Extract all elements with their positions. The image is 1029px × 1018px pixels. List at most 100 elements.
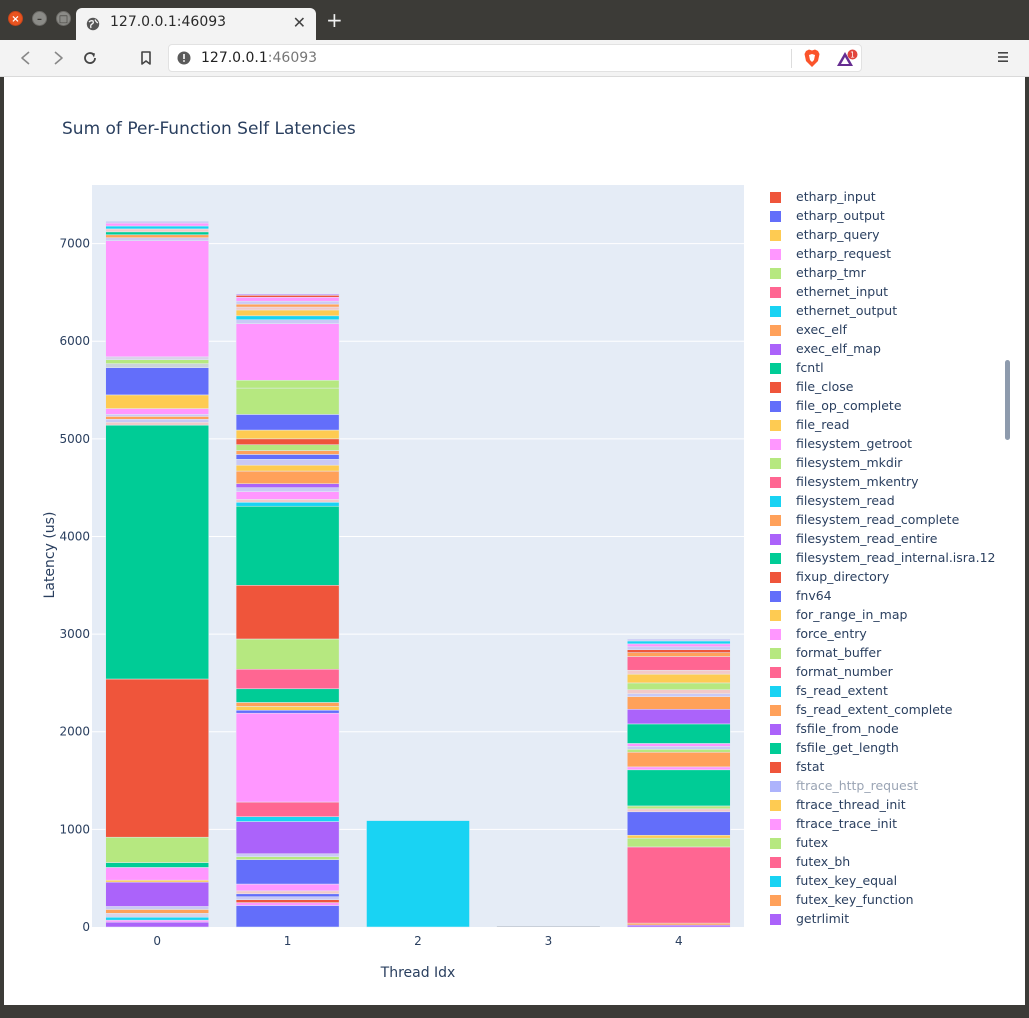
legend-item[interactable]: etharp_input xyxy=(768,188,1008,207)
bar-segment[interactable] xyxy=(627,924,731,928)
bar-segment[interactable] xyxy=(105,240,209,358)
bar-segment[interactable] xyxy=(235,702,340,707)
bar-segment[interactable] xyxy=(105,916,209,921)
bar-segment[interactable] xyxy=(235,380,340,389)
bar-segment[interactable] xyxy=(235,896,340,900)
bar-segment[interactable] xyxy=(627,638,731,642)
bar-segment[interactable] xyxy=(366,820,470,928)
bar-segment[interactable] xyxy=(627,696,731,710)
bar-segment[interactable] xyxy=(627,749,731,753)
bar-segment[interactable] xyxy=(105,231,209,236)
legend-item[interactable]: exec_elf_map xyxy=(768,340,1008,359)
legend-item[interactable]: file_close xyxy=(768,378,1008,397)
bar-segment[interactable] xyxy=(235,450,340,455)
bar-segment[interactable] xyxy=(105,408,209,415)
bar-segment[interactable] xyxy=(105,416,209,420)
window-minimize-button[interactable]: – xyxy=(32,11,47,26)
bar-segment[interactable] xyxy=(627,669,731,675)
bar-segment[interactable] xyxy=(235,890,340,895)
legend-item[interactable]: fsfile_from_node xyxy=(768,720,1008,739)
legend-item[interactable]: format_number xyxy=(768,663,1008,682)
bar-segment[interactable] xyxy=(105,921,209,928)
bar-segment[interactable] xyxy=(627,649,731,653)
bar-segment[interactable] xyxy=(235,821,340,855)
bar-segment[interactable] xyxy=(627,834,731,839)
bar-segment[interactable] xyxy=(235,502,340,507)
bar-segment[interactable] xyxy=(235,319,340,324)
bar-segment[interactable] xyxy=(627,723,731,744)
bar-segment[interactable] xyxy=(105,359,209,364)
bar-segment[interactable] xyxy=(235,669,340,690)
bar-segment[interactable] xyxy=(235,454,340,460)
bar-segment[interactable] xyxy=(627,693,731,697)
bar-segment[interactable] xyxy=(627,682,731,691)
bar-segment[interactable] xyxy=(235,295,340,298)
info-icon[interactable] xyxy=(177,51,191,65)
legend-item[interactable]: format_buffer xyxy=(768,644,1008,663)
legend-item[interactable]: etharp_output xyxy=(768,207,1008,226)
legend-item[interactable]: ftrace_http_request xyxy=(768,777,1008,796)
legend-item[interactable]: force_entry xyxy=(768,625,1008,644)
legend-item[interactable]: filesystem_read_complete xyxy=(768,511,1008,530)
legend-item[interactable]: filesystem_getroot xyxy=(768,435,1008,454)
bar-segment[interactable] xyxy=(627,673,731,684)
bar-segment[interactable] xyxy=(496,926,600,927)
bar-segment[interactable] xyxy=(105,913,209,918)
bar-segment[interactable] xyxy=(627,652,731,657)
bar-segment[interactable] xyxy=(235,294,340,296)
bar-stack-4[interactable] xyxy=(627,638,731,928)
bar-segment[interactable] xyxy=(235,491,340,500)
browser-tab[interactable]: 127.0.0.1:46093 ✕ xyxy=(76,8,316,40)
bar-segment[interactable] xyxy=(235,464,340,472)
bar-segment[interactable] xyxy=(235,309,340,317)
legend-item[interactable]: fs_read_extent xyxy=(768,682,1008,701)
bar-segment[interactable] xyxy=(627,846,731,924)
legend-item-partial[interactable] xyxy=(768,182,1008,187)
legend-item[interactable]: filesystem_read_internal.isra.12 xyxy=(768,549,1008,568)
bar-segment[interactable] xyxy=(105,867,209,881)
bar-segment[interactable] xyxy=(627,709,731,725)
bar-segment[interactable] xyxy=(627,751,731,768)
bar-segment[interactable] xyxy=(235,899,340,903)
legend-item[interactable]: filesystem_read_entire xyxy=(768,530,1008,549)
bar-segment[interactable] xyxy=(235,414,340,431)
legend-item[interactable]: file_op_complete xyxy=(768,397,1008,416)
bar-segment[interactable] xyxy=(627,643,731,648)
legend-item[interactable]: etharp_query xyxy=(768,226,1008,245)
bar-stack-2[interactable] xyxy=(366,820,470,928)
reload-icon[interactable] xyxy=(80,48,100,68)
bar-segment[interactable] xyxy=(235,387,340,415)
bar-segment[interactable] xyxy=(627,769,731,807)
bar-segment[interactable] xyxy=(235,315,340,320)
bar-segment[interactable] xyxy=(105,421,209,426)
bar-stack-1[interactable] xyxy=(235,294,340,928)
bar-segment[interactable] xyxy=(627,646,731,650)
legend-item[interactable]: ftrace_trace_init xyxy=(768,815,1008,834)
bar-segment[interactable] xyxy=(105,220,209,224)
bar-segment[interactable] xyxy=(627,922,731,926)
bar-segment[interactable] xyxy=(627,837,731,848)
bar-segment[interactable] xyxy=(235,893,340,897)
bar-segment[interactable] xyxy=(627,656,731,671)
legend-item[interactable]: fstat xyxy=(768,758,1008,777)
legend-item[interactable]: file_read xyxy=(768,416,1008,435)
bar-segment[interactable] xyxy=(105,862,209,868)
bar-segment[interactable] xyxy=(105,414,209,417)
bar-segment[interactable] xyxy=(235,300,340,305)
tab-close-icon[interactable]: ✕ xyxy=(292,13,306,32)
window-close-button[interactable]: × xyxy=(8,11,23,26)
legend-item[interactable]: fs_read_extent_complete xyxy=(768,701,1008,720)
bar-segment[interactable] xyxy=(235,706,340,711)
bar-segment[interactable] xyxy=(235,712,340,803)
bar-segment[interactable] xyxy=(235,856,340,860)
bar-segment[interactable] xyxy=(235,429,340,440)
bar-segment[interactable] xyxy=(105,919,209,923)
legend-item[interactable]: fixup_directory xyxy=(768,568,1008,587)
brave-shield-icon[interactable] xyxy=(803,49,821,68)
address-bar[interactable]: 127.0.0.1:46093 1 xyxy=(168,44,862,72)
legend-item[interactable]: exec_elf xyxy=(768,321,1008,340)
legend-item[interactable]: etharp_request xyxy=(768,245,1008,264)
bar-segment[interactable] xyxy=(627,766,731,771)
legend-item[interactable]: ftrace_thread_init xyxy=(768,796,1008,815)
legend-scrollbar[interactable] xyxy=(1005,360,1010,440)
